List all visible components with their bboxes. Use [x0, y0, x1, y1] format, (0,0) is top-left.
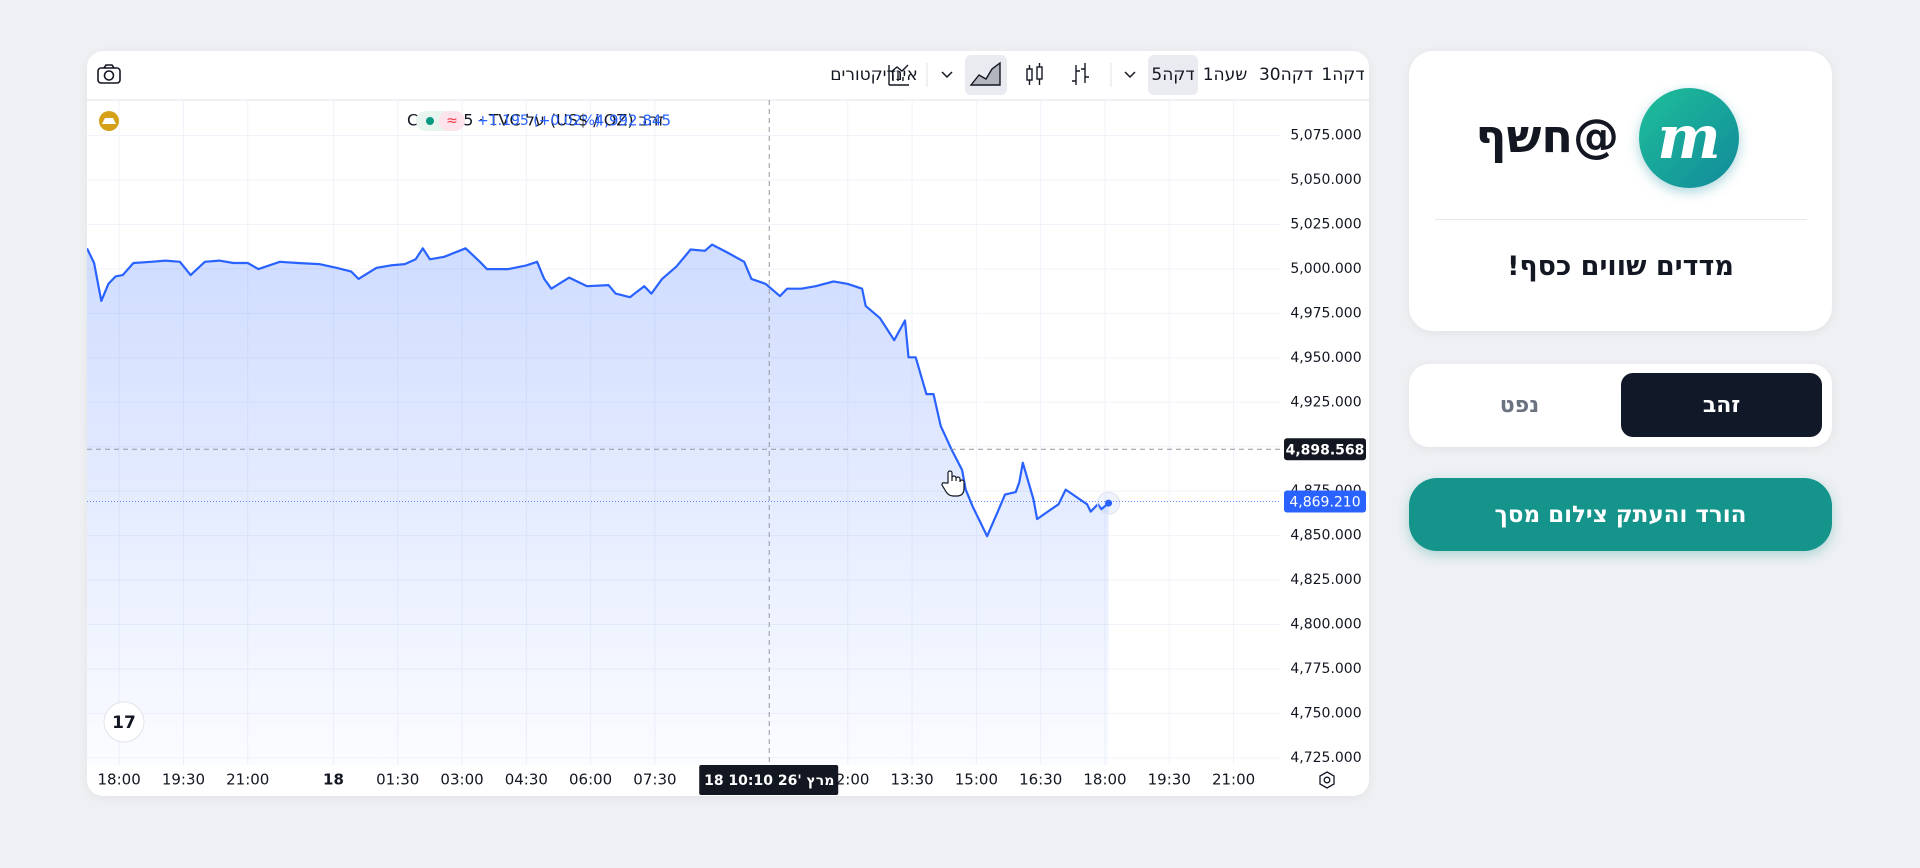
tv-logo-text: 17 [112, 713, 136, 733]
selected-interval-bg [1148, 55, 1198, 95]
status-pill [439, 111, 465, 131]
y-tick-label: 5,025.000 [1290, 216, 1361, 232]
chevron[interactable] [1124, 71, 1136, 79]
crosshair-price-box [1284, 438, 1366, 461]
interval[interactable]: 30דקה [1259, 65, 1313, 85]
settings-icon[interactable] [1319, 771, 1335, 789]
x-tick-label: 01:30 [376, 771, 419, 789]
indicators-icon[interactable] [888, 64, 909, 86]
divider [1435, 219, 1807, 220]
last-point [1105, 499, 1113, 507]
x-tick-label: 18:00 [98, 771, 141, 789]
x-tick-label: 21:00 [1212, 771, 1255, 789]
chart: אינדיקטורים 5דקה 1שעה 30דקה 1דקה 5,075.0… [87, 55, 1369, 795]
market-open-dot [426, 117, 434, 125]
chart-card: אינדיקטורים 5דקה 1שעה 30דקה 1דקה 5,075.0… [87, 51, 1369, 796]
indicators-button[interactable]: אינדיקטורים [830, 65, 917, 85]
screenshot-button[interactable]: הורד והעתק צילום מסך [1409, 478, 1832, 551]
x-tick-label: 04:30 [505, 771, 548, 789]
crosshair-time-box [699, 765, 839, 795]
camera-icon[interactable] [97, 64, 121, 84]
crosshair-time-label: 18 10:10 מרץ '26 [704, 773, 834, 789]
y-tick-label: 5,075.000 [1290, 128, 1361, 144]
y-tick-label: 4,725.000 [1290, 750, 1361, 766]
price-change: +1.195 (+0.02%) [477, 113, 600, 129]
y-tick-label: 4,825.000 [1290, 572, 1361, 588]
area-fill [87, 244, 1109, 766]
x-tick-label: 06:00 [569, 771, 612, 789]
candle-icon[interactable] [1026, 63, 1043, 85]
x-tick-label: 19:30 [1148, 771, 1191, 789]
tv-logo[interactable] [103, 701, 145, 743]
brand-card: m @חשף מדדים שווים כסף! [1409, 51, 1832, 331]
last-price-label: 4,869.210 [1289, 494, 1360, 510]
bar-icon[interactable] [1072, 63, 1089, 85]
brand-name: @חשף [1475, 109, 1619, 163]
interval[interactable]: 5דקה [1151, 65, 1194, 85]
x-tick-label: 07:30 [633, 771, 676, 789]
crosshair-price-label: 4,898.568 [1286, 442, 1365, 458]
y-tick-label: 4,975.000 [1290, 305, 1361, 321]
price-line [87, 243, 1110, 538]
y-tick-label: 4,950.000 [1290, 350, 1361, 366]
delay-icon: ≈ [446, 113, 458, 129]
logo: m [1639, 88, 1739, 188]
x-tick-label: 16:30 [1019, 771, 1062, 789]
x-tick-label: 15:00 [955, 771, 998, 789]
y-tick-label: 4,800.000 [1290, 617, 1361, 633]
area-icon [969, 61, 1001, 86]
symbol-name: זהב (US$ / OZ) על CFDs · 5 · TVC [407, 111, 664, 130]
cursor [941, 470, 965, 497]
chevron[interactable] [941, 71, 953, 79]
tagline: מדדים שווים כסף! [1507, 251, 1734, 282]
x-tick-label: 21:00 [226, 771, 269, 789]
x-tick-label: 19:30 [162, 771, 205, 789]
x-tick-label: 03:00 [440, 771, 483, 789]
interval[interactable]: 1שעה [1203, 65, 1248, 85]
price: 4,992.845 [595, 112, 671, 130]
interval[interactable]: 1דקה [1321, 65, 1364, 85]
tab-active[interactable]: זהב [1621, 373, 1822, 437]
last-price-box [1284, 490, 1366, 513]
plot: 5,075.000 5,050.000 5,025.000 5,000.000 4,97… [87, 100, 1366, 795]
tabs-card: זהב נפט [1409, 364, 1832, 447]
y-tick-label: 5,000.000 [1290, 261, 1361, 277]
tab[interactable]: נפט [1499, 392, 1540, 418]
symbol-icon-shape [102, 118, 116, 124]
y-tick-label: 4,750.000 [1290, 705, 1361, 721]
y-tick-label: 4,925.000 [1290, 394, 1361, 410]
x-tick-label: 13:30 [890, 771, 933, 789]
y-tick-label: 4,775.000 [1290, 661, 1361, 677]
y-tick-label: 4,850.000 [1290, 528, 1361, 544]
y-tick-label: 5,050.000 [1290, 172, 1361, 188]
x-tick-label: 18 [323, 771, 344, 789]
x-tick-label: 18:00 [1083, 771, 1126, 789]
